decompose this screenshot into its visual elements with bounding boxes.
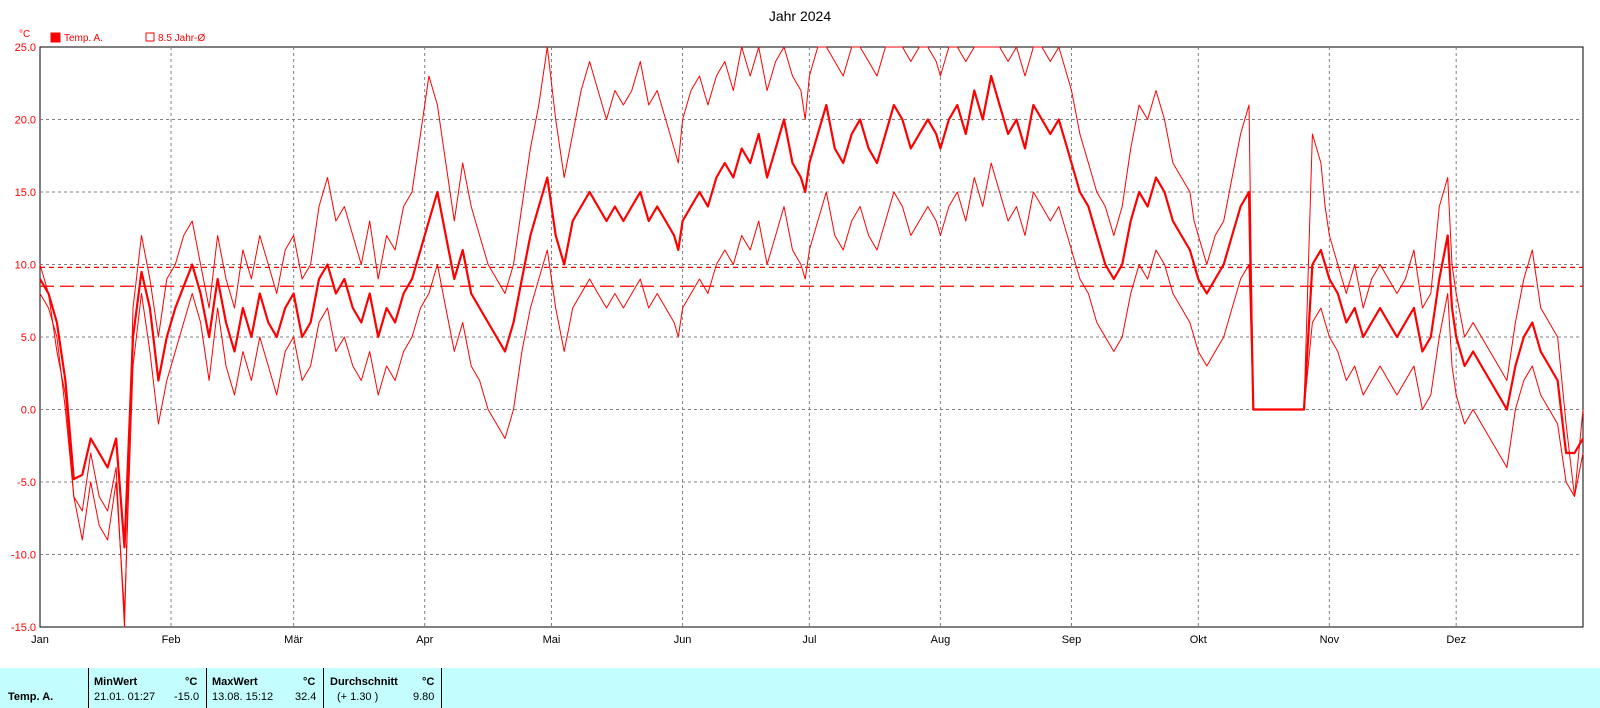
x-tick-label: Sep (1062, 634, 1082, 646)
max-time: 13.08. 15:12 (212, 691, 274, 703)
legend: Temp. A. 8.5 Jahr-Ø (50, 32, 205, 44)
y-tick-label: 25.0 (15, 42, 36, 54)
avg-header: Durchschnitt (330, 676, 398, 688)
temperature-chart: Jahr 2024 °C Temp. A. 8.5 Jahr-Ø 25.0 20.… (11, 8, 1584, 646)
reference-lines (40, 266, 1583, 287)
y-tick-label: 15.0 (15, 187, 36, 199)
y-tick-label: -5.0 (17, 477, 36, 489)
x-tick-label: Jul (802, 634, 816, 646)
y-tick-label: -10.0 (11, 550, 36, 562)
x-tick-label: Feb (162, 634, 181, 646)
legend-label-temp: Temp. A. (64, 33, 103, 44)
x-tick-label: Nov (1320, 634, 1340, 646)
plot-frame (39, 46, 1584, 628)
max-unit: °C (303, 676, 316, 688)
footer-series-label: Temp. A. (8, 691, 54, 703)
avg-delta: (+ 1.30 ) (337, 691, 379, 703)
legend-label-average: 8.5 Jahr-Ø (158, 33, 205, 44)
statistics-footer: Temp. A. MinWert °C 21.01. 01:27 -15.0 M… (0, 668, 1600, 708)
series-line-max (39, 46, 1584, 628)
series-line-temp (39, 74, 1584, 549)
x-tick-label: Jun (674, 634, 692, 646)
x-tick-label: Aug (931, 634, 951, 646)
y-tick-label: 10.0 (15, 260, 36, 272)
avg-unit: °C (422, 676, 435, 688)
y-tick-label: 20.0 (15, 115, 36, 127)
max-header: MaxWert (212, 676, 258, 688)
legend-swatch-temp (50, 32, 61, 43)
max-value: 32.4 (295, 691, 317, 703)
series-line-min (39, 162, 1584, 613)
series-lines (39, 46, 1584, 628)
x-tick-label: Jan (31, 634, 49, 646)
footer-divider (206, 668, 207, 708)
x-tick-label: Dez (1446, 634, 1466, 646)
footer-divider (323, 668, 324, 708)
avg-value: 9.80 (413, 691, 435, 703)
legend-swatch-average (145, 32, 155, 42)
footer-divider (88, 668, 89, 708)
x-tick-label: Apr (416, 634, 433, 646)
y-tick-label: 0.0 (21, 405, 36, 417)
y-tick-labels: 25.0 20.0 15.0 10.0 5.0 0.0 -5.0 -10.0 -15.0 (11, 42, 36, 634)
y-unit-label: °C (19, 29, 30, 40)
x-tick-label: Mai (543, 634, 561, 646)
x-tick-label: Okt (1190, 634, 1207, 646)
x-tick-labels: Jan Feb Mär Apr Mai Jun Jul Aug Sep Okt Nov Dez (31, 634, 1466, 646)
min-time: 21.01. 01:27 (94, 691, 156, 703)
min-header: MinWert (94, 676, 138, 688)
x-tick-label: Mär (284, 634, 303, 646)
min-value: -15.0 (174, 691, 200, 703)
y-tick-label: -15.0 (11, 622, 36, 634)
chart-title: Jahr 2024 (769, 8, 831, 24)
footer-divider (441, 668, 442, 708)
y-tick-label: 5.0 (21, 332, 36, 344)
grid (40, 47, 1583, 627)
min-unit: °C (185, 676, 198, 688)
